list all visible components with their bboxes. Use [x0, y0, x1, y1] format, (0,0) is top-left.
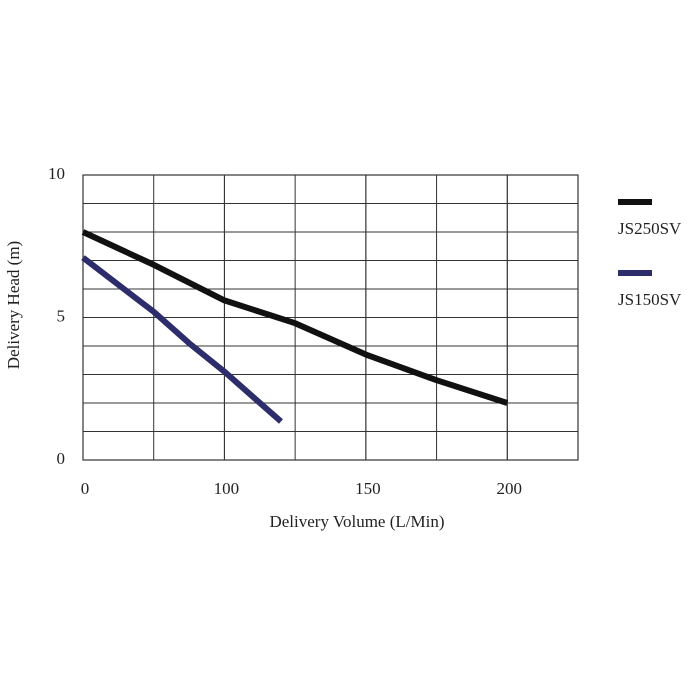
x-tick-label: 0 [81, 479, 90, 498]
y-axis-label: Delivery Head (m) [4, 241, 23, 369]
series-line [81, 255, 283, 424]
x-tick-label: 150 [355, 479, 381, 498]
y-tick-label: 10 [48, 164, 65, 183]
x-tick-label: 200 [497, 479, 523, 498]
x-tick-label: 100 [214, 479, 240, 498]
series-line [81, 229, 509, 406]
y-tick-label: 0 [57, 449, 66, 468]
x-axis-label: Delivery Volume (L/Min) [269, 512, 444, 531]
y-tick-label: 5 [57, 306, 66, 325]
legend-label: JS150SV [618, 290, 682, 309]
legend-label: JS250SV [618, 219, 682, 238]
plot-border [82, 174, 579, 461]
